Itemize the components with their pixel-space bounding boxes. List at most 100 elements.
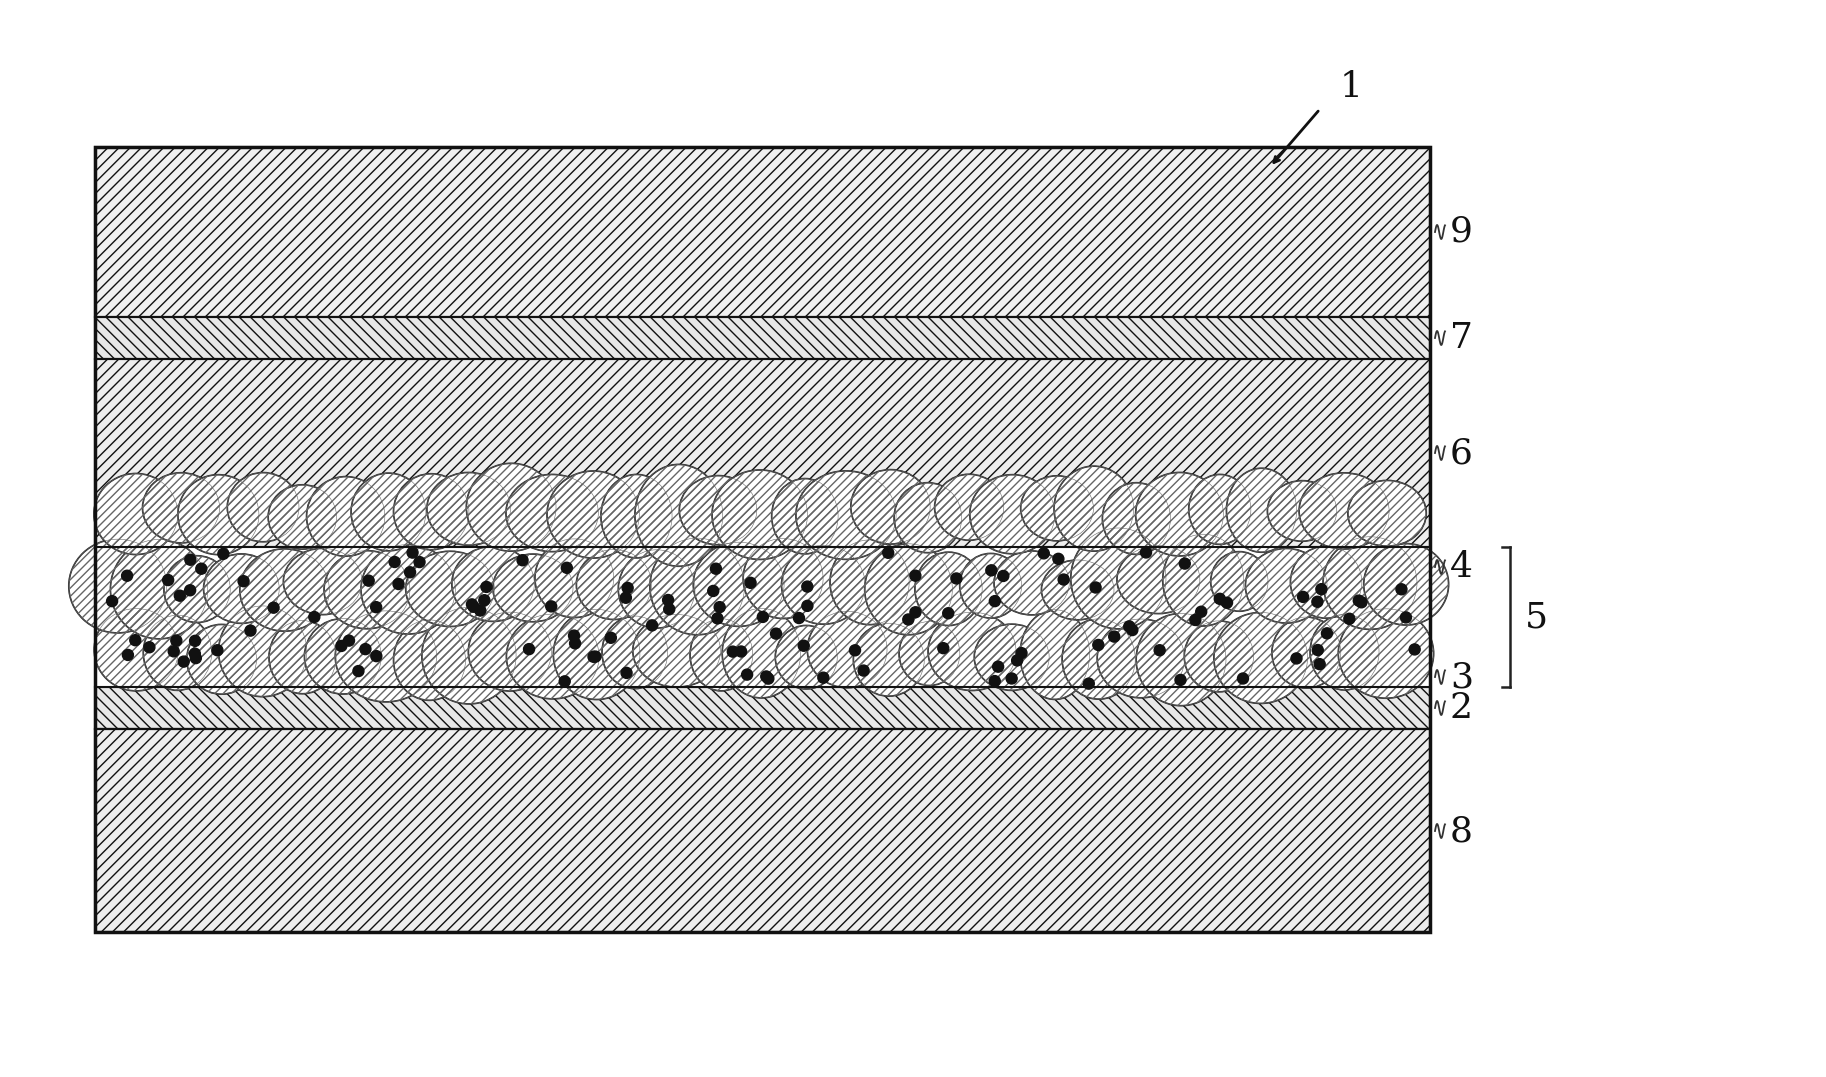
Ellipse shape (690, 619, 752, 690)
Ellipse shape (164, 556, 230, 623)
Circle shape (393, 578, 404, 589)
Ellipse shape (1298, 473, 1390, 549)
Ellipse shape (679, 476, 756, 545)
Ellipse shape (975, 625, 1050, 690)
Ellipse shape (1185, 621, 1253, 691)
Ellipse shape (650, 538, 745, 634)
Circle shape (190, 653, 201, 663)
Circle shape (712, 613, 723, 624)
Circle shape (993, 661, 1004, 672)
Ellipse shape (776, 626, 838, 689)
Ellipse shape (394, 474, 469, 549)
Circle shape (1015, 647, 1026, 659)
Ellipse shape (467, 612, 551, 691)
Ellipse shape (694, 542, 783, 627)
Ellipse shape (268, 485, 336, 549)
Circle shape (710, 563, 721, 574)
Circle shape (882, 547, 893, 558)
Circle shape (997, 571, 1008, 582)
Circle shape (1395, 584, 1408, 595)
Circle shape (714, 602, 725, 613)
Circle shape (179, 656, 190, 667)
Circle shape (172, 635, 183, 646)
Ellipse shape (1070, 528, 1167, 629)
Circle shape (343, 635, 354, 646)
Ellipse shape (603, 616, 668, 688)
Ellipse shape (1348, 480, 1426, 546)
Circle shape (758, 612, 769, 623)
Circle shape (546, 601, 557, 612)
Circle shape (1123, 621, 1134, 632)
Circle shape (1214, 593, 1225, 604)
Ellipse shape (1041, 560, 1114, 620)
Circle shape (951, 573, 962, 584)
Circle shape (480, 582, 491, 592)
Ellipse shape (506, 475, 599, 551)
Circle shape (939, 643, 950, 654)
Ellipse shape (283, 548, 362, 615)
Circle shape (122, 570, 133, 582)
Ellipse shape (142, 615, 212, 690)
Ellipse shape (743, 538, 824, 618)
Ellipse shape (1227, 468, 1296, 553)
Ellipse shape (1211, 551, 1267, 612)
Circle shape (212, 645, 223, 656)
Circle shape (1054, 554, 1065, 564)
Circle shape (467, 601, 478, 612)
Circle shape (1344, 613, 1355, 625)
Ellipse shape (807, 612, 887, 688)
Ellipse shape (1364, 544, 1448, 625)
Circle shape (168, 646, 179, 657)
Circle shape (1039, 548, 1050, 559)
Circle shape (794, 613, 805, 624)
Circle shape (144, 642, 155, 653)
Circle shape (663, 603, 676, 615)
Circle shape (802, 582, 813, 592)
Ellipse shape (268, 620, 336, 694)
Ellipse shape (1273, 617, 1340, 688)
Circle shape (1006, 673, 1017, 684)
Circle shape (1090, 582, 1101, 593)
Ellipse shape (866, 544, 953, 634)
Ellipse shape (898, 621, 960, 686)
Ellipse shape (69, 540, 166, 633)
Ellipse shape (186, 625, 256, 695)
Circle shape (475, 605, 486, 616)
Circle shape (771, 628, 782, 639)
Text: 2: 2 (1450, 691, 1474, 725)
Circle shape (1410, 644, 1421, 655)
Text: 1: 1 (1340, 70, 1362, 104)
Text: 3: 3 (1450, 660, 1474, 694)
Circle shape (990, 675, 1001, 687)
Ellipse shape (323, 550, 409, 629)
Ellipse shape (928, 612, 1015, 690)
Ellipse shape (110, 540, 208, 639)
Ellipse shape (493, 554, 573, 621)
Circle shape (1108, 631, 1119, 642)
Ellipse shape (1245, 548, 1328, 623)
Circle shape (1191, 615, 1202, 626)
Circle shape (986, 564, 997, 576)
Text: 5: 5 (1525, 600, 1548, 634)
Circle shape (798, 640, 809, 652)
Ellipse shape (506, 614, 599, 699)
Circle shape (184, 585, 195, 596)
Circle shape (1313, 644, 1324, 656)
Ellipse shape (305, 618, 382, 694)
Circle shape (268, 602, 279, 613)
Circle shape (590, 652, 601, 662)
Circle shape (363, 575, 374, 586)
Circle shape (802, 600, 813, 612)
Circle shape (646, 620, 657, 631)
Ellipse shape (577, 549, 652, 619)
Ellipse shape (548, 471, 639, 558)
Ellipse shape (993, 551, 1070, 615)
Ellipse shape (915, 553, 982, 626)
Circle shape (1222, 598, 1233, 609)
Circle shape (1322, 628, 1333, 639)
Circle shape (1353, 596, 1364, 606)
Circle shape (736, 646, 747, 657)
Text: 6: 6 (1450, 436, 1474, 470)
Circle shape (405, 567, 416, 577)
Ellipse shape (93, 474, 177, 555)
